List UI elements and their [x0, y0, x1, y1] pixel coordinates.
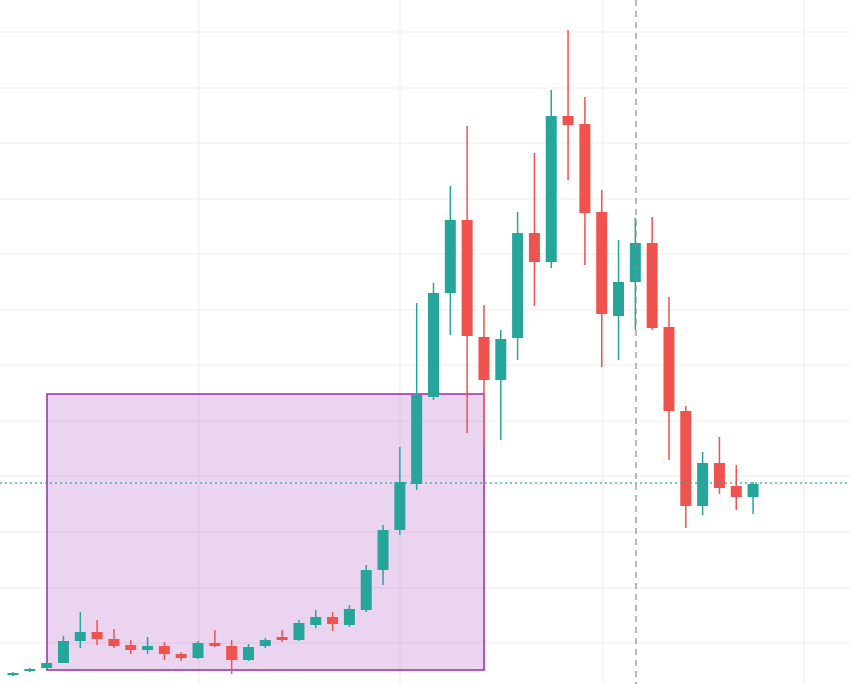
vertical-grid — [198, 0, 805, 684]
candle-body — [697, 463, 709, 506]
candle-body — [41, 663, 53, 668]
candle-body — [192, 643, 204, 658]
rectangle-drawing — [46, 393, 485, 671]
candle-body — [175, 654, 187, 658]
candle-body — [461, 220, 473, 336]
candle-body — [259, 640, 271, 646]
candle-body — [528, 233, 540, 262]
candle-body — [545, 116, 557, 262]
horizontal-grid — [0, 31, 850, 644]
candle-body — [142, 646, 154, 650]
candle-body — [158, 646, 170, 654]
candle-body — [428, 293, 439, 397]
candles — [7, 30, 759, 676]
candle-body — [596, 212, 608, 314]
candle-body — [310, 617, 322, 625]
candle-body — [125, 645, 137, 650]
candle-body — [74, 632, 86, 641]
candle-body — [394, 482, 406, 530]
candle-body — [343, 609, 355, 625]
candle-body — [327, 617, 339, 624]
candle-body — [680, 411, 692, 506]
candle-body — [411, 395, 423, 484]
candle-body — [57, 641, 69, 663]
candle-body — [108, 639, 120, 646]
candle-body — [562, 116, 574, 125]
candle-body — [730, 486, 742, 497]
candle-body — [512, 233, 524, 338]
candle-body — [579, 124, 591, 213]
candle-body — [629, 243, 641, 282]
candle-body — [713, 463, 725, 488]
candle-body — [276, 637, 288, 640]
candle-body — [242, 647, 254, 660]
candle-body — [613, 282, 625, 316]
candle-body — [293, 623, 305, 640]
candle-body — [495, 339, 507, 380]
candle-body — [377, 530, 389, 570]
candle-body — [226, 646, 238, 660]
candle-body — [444, 220, 456, 293]
candle-body — [91, 632, 103, 639]
candle-body — [24, 669, 36, 671]
candle-body — [7, 673, 19, 675]
candle-body — [209, 643, 221, 646]
candle-body — [747, 484, 759, 497]
candle-body — [478, 337, 490, 380]
candle-body — [646, 243, 658, 328]
candle-body — [663, 327, 675, 411]
candle-body — [360, 570, 372, 610]
